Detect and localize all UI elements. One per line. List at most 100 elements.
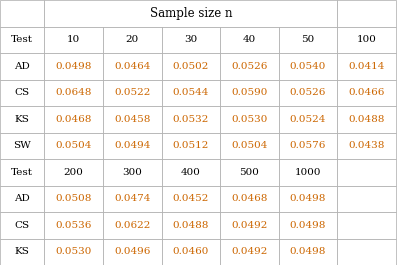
Text: 100: 100 — [356, 35, 376, 44]
Bar — [337, 212, 396, 238]
Text: 0.0498: 0.0498 — [290, 221, 326, 230]
Bar — [337, 53, 396, 80]
Bar — [0, 159, 44, 186]
Bar — [337, 186, 396, 212]
Bar — [337, 0, 396, 26]
Bar — [279, 26, 337, 53]
Bar — [0, 0, 44, 26]
Bar — [220, 159, 279, 186]
Bar — [103, 159, 162, 186]
Bar — [279, 186, 337, 212]
Text: 0.0466: 0.0466 — [348, 88, 384, 97]
Text: 0.0488: 0.0488 — [173, 221, 209, 230]
Text: Test: Test — [11, 168, 33, 177]
Text: 0.0504: 0.0504 — [231, 141, 267, 150]
Bar — [44, 212, 103, 238]
Text: 200: 200 — [64, 168, 84, 177]
Text: 0.0498: 0.0498 — [290, 194, 326, 203]
Text: KS: KS — [15, 115, 30, 124]
Text: 0.0522: 0.0522 — [114, 88, 150, 97]
Bar — [103, 26, 162, 53]
Text: 0.0414: 0.0414 — [348, 62, 384, 71]
Bar — [103, 212, 162, 238]
Text: CS: CS — [15, 88, 30, 97]
Bar — [279, 132, 337, 159]
Bar — [337, 80, 396, 106]
Bar — [162, 186, 220, 212]
Bar — [103, 106, 162, 132]
Bar — [103, 238, 162, 265]
Text: 0.0526: 0.0526 — [290, 88, 326, 97]
Text: 0.0508: 0.0508 — [56, 194, 92, 203]
Bar — [337, 159, 396, 186]
Bar — [44, 0, 337, 26]
Text: 50: 50 — [301, 35, 314, 44]
Bar — [337, 26, 396, 53]
Text: 0.0498: 0.0498 — [290, 247, 326, 256]
Bar — [220, 80, 279, 106]
Text: 0.0504: 0.0504 — [56, 141, 92, 150]
Bar — [220, 212, 279, 238]
Bar — [0, 53, 44, 80]
Bar — [279, 159, 337, 186]
Bar — [220, 132, 279, 159]
Bar — [279, 80, 337, 106]
Text: Sample size n: Sample size n — [150, 7, 232, 20]
Text: 0.0526: 0.0526 — [231, 62, 267, 71]
Bar — [44, 186, 103, 212]
Text: 0.0452: 0.0452 — [173, 194, 209, 203]
Bar — [337, 106, 396, 132]
Bar — [44, 53, 103, 80]
Bar — [0, 212, 44, 238]
Text: 0.0530: 0.0530 — [231, 115, 267, 124]
Text: 0.0494: 0.0494 — [114, 141, 150, 150]
Text: 0.0464: 0.0464 — [114, 62, 150, 71]
Text: 0.0468: 0.0468 — [56, 115, 92, 124]
Text: 0.0524: 0.0524 — [290, 115, 326, 124]
Text: 0.0492: 0.0492 — [231, 247, 267, 256]
Bar — [337, 238, 396, 265]
Bar — [279, 212, 337, 238]
Text: 0.0544: 0.0544 — [173, 88, 209, 97]
Text: 0.0488: 0.0488 — [348, 115, 384, 124]
Bar — [162, 212, 220, 238]
Bar — [103, 80, 162, 106]
Text: 0.0496: 0.0496 — [114, 247, 150, 256]
Text: 0.0438: 0.0438 — [348, 141, 384, 150]
Text: AD: AD — [14, 194, 30, 203]
Text: AD: AD — [14, 62, 30, 71]
Text: 0.0498: 0.0498 — [56, 62, 92, 71]
Bar — [279, 106, 337, 132]
Bar — [162, 238, 220, 265]
Text: 40: 40 — [243, 35, 256, 44]
Text: 400: 400 — [181, 168, 201, 177]
Bar — [279, 53, 337, 80]
Text: 30: 30 — [184, 35, 197, 44]
Text: Test: Test — [11, 35, 33, 44]
Bar — [220, 106, 279, 132]
Bar — [162, 106, 220, 132]
Bar — [220, 26, 279, 53]
Text: 0.0502: 0.0502 — [173, 62, 209, 71]
Bar — [220, 238, 279, 265]
Bar — [103, 186, 162, 212]
Text: 1000: 1000 — [295, 168, 321, 177]
Bar — [103, 132, 162, 159]
Bar — [0, 238, 44, 265]
Bar — [0, 186, 44, 212]
Bar — [44, 132, 103, 159]
Bar — [44, 26, 103, 53]
Bar — [162, 80, 220, 106]
Bar — [44, 238, 103, 265]
Bar — [0, 132, 44, 159]
Text: 0.0460: 0.0460 — [173, 247, 209, 256]
Bar — [103, 53, 162, 80]
Text: 0.0536: 0.0536 — [56, 221, 92, 230]
Bar — [162, 26, 220, 53]
Bar — [162, 159, 220, 186]
Text: 0.0512: 0.0512 — [173, 141, 209, 150]
Bar — [0, 106, 44, 132]
Bar — [44, 80, 103, 106]
Bar — [162, 53, 220, 80]
Text: 20: 20 — [126, 35, 139, 44]
